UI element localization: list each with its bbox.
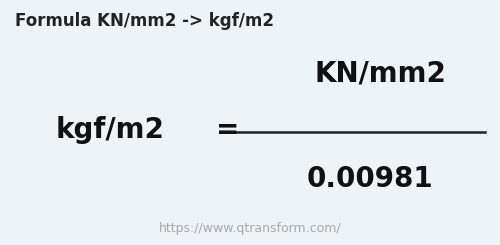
Text: KN/mm2: KN/mm2: [314, 60, 446, 87]
Text: https://www.qtransform.com/: https://www.qtransform.com/: [158, 222, 342, 235]
Text: 0.00981: 0.00981: [306, 165, 434, 193]
Text: Formula KN/mm2 -> kgf/m2: Formula KN/mm2 -> kgf/m2: [15, 12, 274, 30]
Text: kgf/m2: kgf/m2: [56, 116, 164, 144]
Text: =: =: [216, 116, 239, 144]
